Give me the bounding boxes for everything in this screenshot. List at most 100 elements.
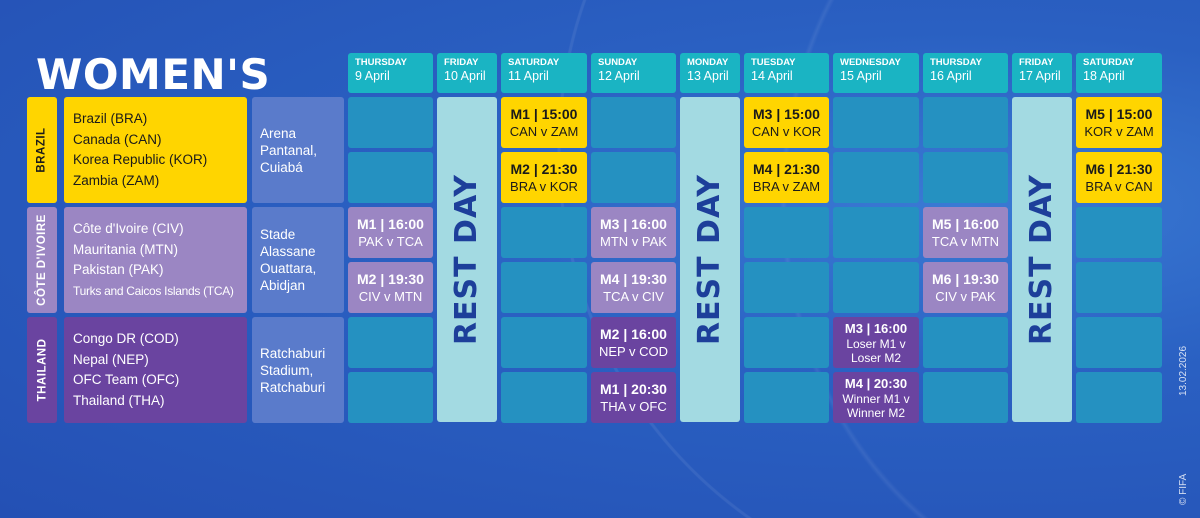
empty-slot bbox=[833, 97, 919, 148]
empty-slot bbox=[923, 152, 1008, 203]
match-cell[interactable]: M3 | 16:00 MTN v PAK bbox=[591, 207, 676, 258]
match-number-time: M4 | 21:30 bbox=[753, 160, 820, 177]
empty-slot bbox=[501, 262, 587, 313]
match-pairing: Winner M1 v Winner M2 bbox=[842, 392, 910, 420]
match-pairing: CIV v PAK bbox=[935, 288, 996, 304]
match-number-time: M3 | 15:00 bbox=[753, 105, 820, 122]
day-name: FRIDAY bbox=[444, 57, 479, 68]
host-country-name: THAILAND bbox=[36, 338, 48, 402]
day-header: WEDNESDAY 15 April bbox=[833, 53, 919, 93]
empty-slot bbox=[1076, 262, 1162, 313]
team-list: Brazil (BRA) Canada (CAN) Korea Republic (… bbox=[64, 97, 247, 203]
match-number-time: M2 | 21:30 bbox=[510, 160, 578, 177]
empty-slot bbox=[833, 152, 919, 203]
host-country-label: CÔTE D'IVOIRE bbox=[27, 207, 57, 313]
match-number-time: M3 | 16:00 bbox=[844, 321, 908, 336]
empty-slot bbox=[591, 152, 676, 203]
match-cell[interactable]: M5 | 15:00 KOR v ZAM bbox=[1076, 97, 1162, 148]
match-pairing: BRA v KOR bbox=[510, 178, 578, 194]
team-name: Congo DR (COD) bbox=[73, 331, 179, 346]
match-cell[interactable]: M3 | 16:00 Loser M1 v Loser M2 bbox=[833, 317, 919, 368]
empty-slot bbox=[501, 317, 587, 368]
match-cell[interactable]: M6 | 21:30 BRA v CAN bbox=[1076, 152, 1162, 203]
host-country-name: CÔTE D'IVOIRE bbox=[36, 214, 49, 306]
empty-slot bbox=[1076, 372, 1162, 423]
day-date: 18 April bbox=[1083, 68, 1125, 83]
match-pairing: KOR v ZAM bbox=[1084, 123, 1154, 139]
empty-slot bbox=[923, 317, 1008, 368]
match-cell[interactable]: M1 | 20:30 THA v OFC bbox=[591, 372, 676, 423]
match-cell[interactable]: M2 | 21:30 BRA v KOR bbox=[501, 152, 587, 203]
publication-date: 13.02.2026 bbox=[1178, 345, 1189, 396]
rest-day-label: REST DAY bbox=[449, 173, 485, 346]
empty-slot bbox=[501, 372, 587, 423]
venue-name: Ratchaburi Stadium, Ratchaburi bbox=[260, 345, 326, 395]
match-cell[interactable]: M2 | 16:00 NEP v COD bbox=[591, 317, 676, 368]
team-name: Canada (CAN) bbox=[73, 131, 162, 147]
venue: Ratchaburi Stadium, Ratchaburi bbox=[252, 317, 344, 423]
day-date: 16 April bbox=[930, 68, 972, 83]
rest-day-column: REST DAY bbox=[680, 97, 740, 422]
day-header: SATURDAY 11 April bbox=[501, 53, 587, 93]
team-name: Thailand (THA) bbox=[73, 392, 165, 408]
venue-name: Stade Alassane Ouattara, Abidjan bbox=[260, 227, 317, 293]
match-cell[interactable]: M1 | 16:00 PAK v TCA bbox=[348, 207, 433, 258]
team-name: Zambia (ZAM) bbox=[73, 172, 160, 188]
empty-slot bbox=[1076, 207, 1162, 258]
match-cell[interactable]: M4 | 19:30 TCA v CIV bbox=[591, 262, 676, 313]
team-name: Brazil (BRA) bbox=[73, 111, 148, 126]
team-name: Korea Republic (KOR) bbox=[73, 152, 208, 167]
day-date: 13 April bbox=[687, 68, 729, 83]
match-pairing: CAN v ZAM bbox=[509, 123, 579, 139]
team-name: Nepal (NEP) bbox=[73, 351, 149, 367]
match-pairing: Loser M1 v Loser M2 bbox=[846, 337, 906, 365]
day-date: 12 April bbox=[598, 68, 640, 83]
empty-slot bbox=[833, 207, 919, 258]
team-name: Turks and Caicos Islands (TCA) bbox=[73, 283, 234, 298]
match-pairing: THA v OFC bbox=[600, 398, 667, 414]
match-cell[interactable]: M5 | 16:00 TCA v MTN bbox=[923, 207, 1008, 258]
empty-slot bbox=[591, 97, 676, 148]
empty-slot bbox=[348, 152, 433, 203]
venue: Stade Alassane Ouattara, Abidjan bbox=[252, 207, 344, 313]
day-header: TUESDAY 14 April bbox=[744, 53, 829, 93]
rest-day-label: REST DAY bbox=[1024, 173, 1060, 346]
empty-slot bbox=[833, 262, 919, 313]
match-pairing: NEP v COD bbox=[598, 343, 669, 359]
match-pairing: PAK v TCA bbox=[358, 233, 423, 249]
empty-slot bbox=[744, 207, 829, 258]
day-name: THURSDAY bbox=[355, 57, 407, 68]
team-name: Pakistan (PAK) bbox=[73, 262, 164, 277]
day-name: SATURDAY bbox=[1083, 57, 1135, 68]
match-number-time: M1 | 15:00 bbox=[510, 105, 578, 122]
match-number-time: M5 | 15:00 bbox=[1085, 105, 1153, 122]
day-date: 10 April bbox=[444, 68, 486, 83]
day-name: SUNDAY bbox=[598, 57, 638, 68]
match-cell[interactable]: M3 | 15:00 CAN v KOR bbox=[744, 97, 829, 148]
match-cell[interactable]: M4 | 20:30 Winner M1 v Winner M2 bbox=[833, 372, 919, 423]
match-cell[interactable]: M4 | 21:30 BRA v ZAM bbox=[744, 152, 829, 203]
match-pairing: CAN v KOR bbox=[751, 123, 822, 139]
venue: Arena Pantanal, Cuiabá bbox=[252, 97, 344, 203]
match-number-time: M4 | 20:30 bbox=[844, 376, 908, 391]
match-number-time: M2 | 19:30 bbox=[357, 270, 424, 287]
team-name: Côte d'Ivoire (CIV) bbox=[73, 221, 184, 236]
match-pairing: TCA v MTN bbox=[931, 233, 1000, 249]
host-country-label: THAILAND bbox=[27, 317, 57, 423]
match-number-time: M6 | 21:30 bbox=[1085, 160, 1153, 177]
match-number-time: M5 | 16:00 bbox=[932, 215, 999, 232]
match-cell[interactable]: M1 | 15:00 CAN v ZAM bbox=[501, 97, 587, 148]
day-header: MONDAY 13 April bbox=[680, 53, 740, 93]
team-list: Côte d'Ivoire (CIV) Mauritania (MTN) Pakis… bbox=[64, 207, 247, 313]
match-pairing: CIV v MTN bbox=[358, 288, 423, 304]
day-date: 11 April bbox=[508, 68, 549, 83]
match-cell[interactable]: M6 | 19:30 CIV v PAK bbox=[923, 262, 1008, 313]
team-list: Congo DR (COD) Nepal (NEP) OFC Team (OFC) T… bbox=[64, 317, 247, 423]
rest-day-column: REST DAY bbox=[1012, 97, 1072, 422]
match-cell[interactable]: M2 | 19:30 CIV v MTN bbox=[348, 262, 433, 313]
empty-slot bbox=[348, 317, 433, 368]
day-name: WEDNESDAY bbox=[840, 57, 901, 68]
day-date: 14 April bbox=[751, 68, 793, 83]
host-country-label: BRAZIL bbox=[27, 97, 57, 203]
day-header: FRIDAY 17 April bbox=[1012, 53, 1072, 93]
